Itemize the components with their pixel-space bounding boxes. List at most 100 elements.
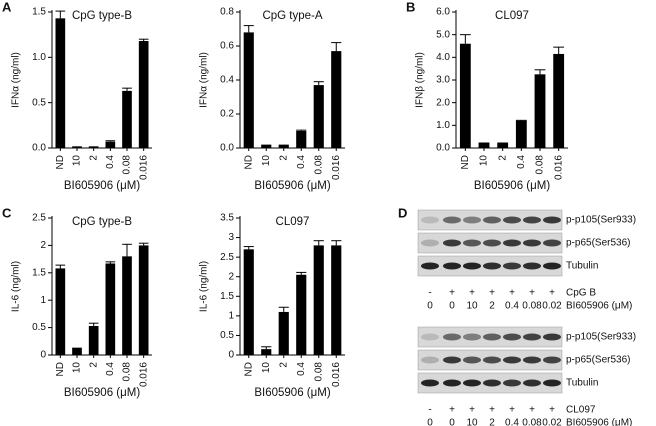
bar bbox=[122, 90, 132, 148]
bar bbox=[313, 245, 324, 355]
lane-label: + bbox=[469, 288, 475, 299]
lane-label: 0.08 bbox=[522, 301, 542, 312]
bar bbox=[261, 349, 272, 355]
blot-band bbox=[463, 262, 481, 270]
x-tick-label: 0.4 bbox=[105, 155, 116, 169]
bar bbox=[122, 256, 132, 355]
blot-band bbox=[523, 356, 541, 364]
y-tick-label: 1.5 bbox=[32, 7, 46, 18]
bar bbox=[553, 53, 565, 148]
x-tick-label: 0.016 bbox=[138, 362, 149, 387]
lane-label: + bbox=[549, 288, 555, 299]
bar bbox=[313, 85, 324, 148]
bar bbox=[55, 268, 66, 355]
panel-label: D bbox=[398, 205, 407, 220]
x-axis-label: BI605906 (μM) bbox=[474, 180, 550, 192]
panel-label: C bbox=[2, 205, 12, 220]
x-tick-label: 0.016 bbox=[331, 362, 342, 387]
x-tick-label: 2 bbox=[88, 362, 99, 368]
bar bbox=[138, 245, 149, 355]
blot-band bbox=[443, 333, 461, 341]
blot-band bbox=[483, 333, 501, 341]
x-tick-label: 0.4 bbox=[296, 362, 307, 376]
y-tick-label: 0.0 bbox=[32, 143, 46, 154]
blot-band bbox=[503, 262, 521, 270]
bar bbox=[55, 18, 66, 149]
blot-band bbox=[503, 356, 521, 364]
lane-label: 10 bbox=[466, 301, 478, 312]
bar bbox=[105, 141, 116, 148]
blot-band bbox=[483, 262, 501, 270]
blot-band bbox=[443, 216, 461, 224]
y-tick-label: 3.5 bbox=[220, 213, 234, 224]
blot-band bbox=[421, 239, 439, 247]
y-tick-label: 2.5 bbox=[220, 252, 234, 263]
y-axis-label: IL-6 (ng/ml) bbox=[11, 261, 22, 312]
blot-band bbox=[443, 239, 461, 247]
lane-label: + bbox=[489, 405, 495, 416]
bar bbox=[72, 348, 82, 355]
chart-title: CpG type-B bbox=[72, 10, 132, 22]
bar bbox=[296, 274, 307, 355]
x-tick-label: 0.4 bbox=[296, 155, 307, 169]
lane-label: 2 bbox=[489, 418, 495, 426]
chart-title: CL097 bbox=[495, 10, 529, 22]
blot-band bbox=[443, 262, 461, 270]
bar bbox=[478, 143, 490, 148]
bar bbox=[261, 145, 272, 148]
chart-title: CL097 bbox=[276, 216, 310, 228]
blot-band bbox=[483, 239, 501, 247]
blot-band bbox=[443, 356, 461, 364]
y-tick-label: 0 bbox=[40, 350, 46, 361]
y-tick-label: 1.5 bbox=[220, 291, 234, 302]
lane-label: 0.02 bbox=[542, 418, 562, 426]
x-tick-label: 2 bbox=[88, 155, 99, 161]
band-label: p-p65(Ser536) bbox=[566, 238, 630, 249]
chart-title: CpG type-A bbox=[262, 10, 322, 22]
lane-label: 0 bbox=[427, 418, 433, 426]
blot-band bbox=[421, 262, 439, 270]
lane-label: - bbox=[428, 288, 431, 299]
blot-band bbox=[463, 356, 481, 364]
x-tick-label: 0.08 bbox=[313, 155, 324, 175]
blot-band bbox=[543, 216, 561, 224]
bar bbox=[331, 51, 342, 148]
lane-label: 2 bbox=[489, 301, 495, 312]
x-axis-label: BI605906 (μM) bbox=[254, 180, 330, 192]
blot-band bbox=[463, 379, 481, 387]
x-axis-label: BI605906 (μM) bbox=[64, 180, 140, 192]
lane-label: + bbox=[509, 288, 515, 299]
x-tick-label: ND bbox=[55, 155, 66, 169]
y-axis-label: IFNα (ng/ml) bbox=[199, 52, 210, 108]
x-tick-label: 0.4 bbox=[516, 155, 527, 169]
x-tick-label: ND bbox=[460, 155, 471, 169]
blot-band bbox=[463, 216, 481, 224]
bar bbox=[534, 74, 546, 148]
bar bbox=[515, 120, 527, 148]
y-tick-label: 1.5 bbox=[32, 267, 46, 278]
lane-label: + bbox=[509, 405, 515, 416]
lane-label: + bbox=[549, 405, 555, 416]
x-tick-label: ND bbox=[55, 362, 66, 376]
x-tick-label: 10 bbox=[72, 155, 83, 167]
lane-label: 0.4 bbox=[505, 418, 519, 426]
x-tick-label: 2 bbox=[278, 362, 289, 368]
x-tick-label: 10 bbox=[72, 362, 83, 374]
band-label: p-p65(Ser536) bbox=[566, 355, 630, 366]
blot-band bbox=[523, 239, 541, 247]
blot-band bbox=[523, 262, 541, 270]
y-axis-label: IL-6 (ng/ml) bbox=[199, 261, 210, 312]
lane-label: 0.02 bbox=[542, 301, 562, 312]
lane-label: 0.4 bbox=[505, 301, 519, 312]
lane-label: 10 bbox=[466, 418, 478, 426]
y-tick-label: 0.4 bbox=[220, 75, 234, 86]
y-tick-label: 0.5 bbox=[220, 330, 234, 341]
blot-band bbox=[483, 356, 501, 364]
x-tick-label: 10 bbox=[479, 155, 490, 167]
x-tick-label: 0.016 bbox=[138, 155, 149, 180]
bar bbox=[88, 147, 99, 148]
blot-band bbox=[543, 356, 561, 364]
blot-band bbox=[503, 239, 521, 247]
lane-label: + bbox=[529, 405, 535, 416]
